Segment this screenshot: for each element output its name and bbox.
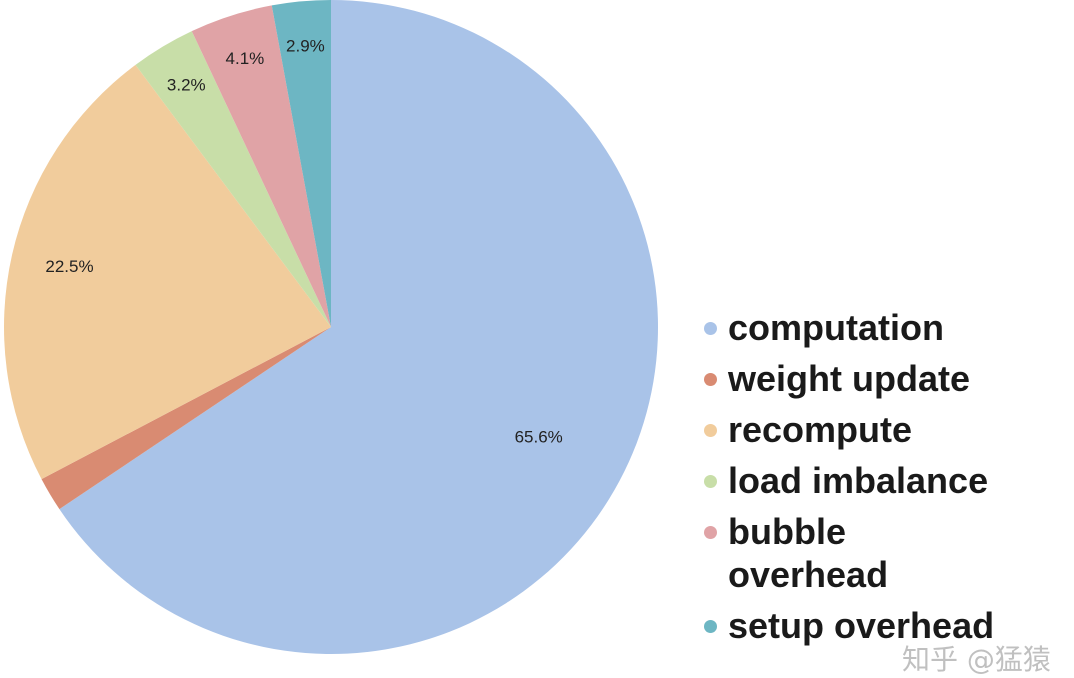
legend-item-weight-update: weight update [700,357,1070,400]
pie-slice-recompute [4,64,332,480]
pie-slice-computation [59,0,658,654]
pie-slice-weight-update [41,327,331,510]
legend-item-setup-overhead: setup overhead [700,604,1070,647]
pie-slice-load-imbalance [135,31,331,328]
legend-label-recompute: recompute [728,409,913,450]
legend-label-weight-update: weight update [728,358,970,399]
pie-label-load-imbalance: 3.2% [167,75,206,94]
legend-dot-bubble-overhead [704,526,717,539]
legend-dot-load-imbalance [704,475,717,488]
pie-label-recompute: 22.5% [45,257,93,276]
legend-dot-computation [704,322,717,335]
legend-dot-weight-update [704,373,717,386]
legend-label-setup-overhead: setup overhead [728,605,995,646]
pie-label-computation: 65.6% [515,427,563,446]
legend-item-recompute: recompute [700,408,1070,451]
pie-label-setup-overhead: 2.9% [286,36,325,55]
pie-slices [4,0,658,654]
legend-item-bubble-overhead: bubble overhead [700,510,938,596]
pie-slice-bubble-overhead [191,5,331,327]
legend-item-computation: computation [700,306,1070,349]
legend-dot-setup-overhead [704,620,717,633]
pie-label-bubble-overhead: 4.1% [226,49,265,68]
pie-labels: 65.6% 22.5% 3.2% 4.1% 2.9% [45,36,562,446]
legend-dot-recompute [704,424,717,437]
legend-label-load-imbalance: load imbalance [728,460,989,501]
pie-slice-setup-overhead [271,0,331,327]
chart-legend: computation weight update recompute load… [700,306,1070,655]
legend-label-computation: computation [728,307,944,348]
legend-item-load-imbalance: load imbalance [700,459,1070,502]
watermark-text: 知乎 @猛猿 [902,643,1051,676]
legend-label-bubble-overhead: bubble overhead [728,511,889,595]
